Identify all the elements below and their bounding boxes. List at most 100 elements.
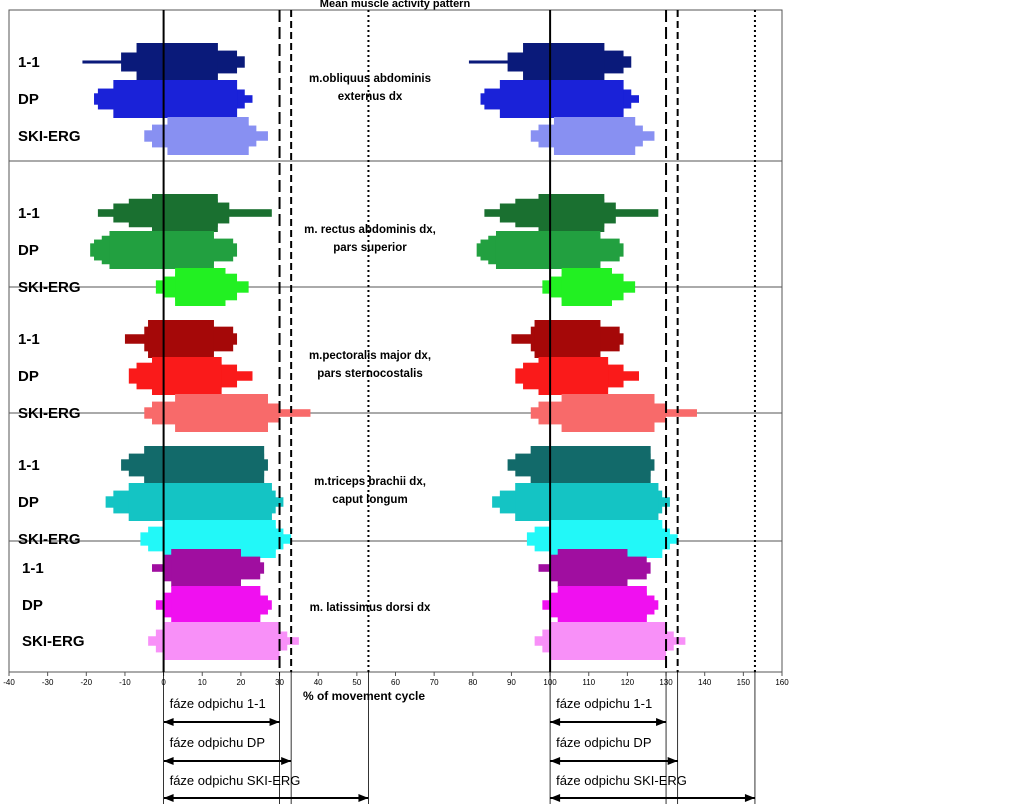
muscle-name-line1: m.triceps brachii dx, — [314, 476, 426, 488]
muscle-label-1: m.obliquus abdominis externus dx — [309, 73, 431, 103]
activity-bar-3-dp-c2-t5 — [538, 357, 609, 395]
x-tick-label-80: 80 — [468, 678, 477, 687]
activity-bar-2-1-1-c1-t6 — [152, 194, 218, 232]
x-tick-label-70: 70 — [430, 678, 439, 687]
phase-arrow-label-3: fáze odpichu 1-1 — [556, 696, 652, 711]
x-tick-label-60: 60 — [391, 678, 400, 687]
phase-arrowhead-right-4 — [667, 757, 678, 765]
phase-arrow-label-1: fáze odpichu DP — [170, 735, 265, 750]
muscle-name-line2: pars superior — [333, 242, 407, 254]
phase-arrowhead-left-4 — [550, 757, 561, 765]
activity-bar-2-dp-c1-t6 — [109, 231, 214, 269]
x-tick-label-120: 120 — [621, 678, 635, 687]
row-label-1-1: 1-1 — [18, 331, 40, 348]
row-label-1-1: 1-1 — [18, 54, 40, 71]
activity-bar-4-1-1-c1-t4 — [144, 446, 265, 484]
x-tick-label-150: 150 — [737, 678, 751, 687]
phase-arrow-label-4: fáze odpichu DP — [556, 735, 651, 750]
row-label-1-1: 1-1 — [18, 457, 40, 474]
activity-bar-2-ski-erg-c1-t5 — [175, 268, 226, 306]
phase-arrows-layer: fáze odpichu 1-1 fáze odpichu DP fáze odpi… — [163, 672, 756, 804]
phase-arrowhead-left-0 — [163, 718, 174, 726]
row-label-dp: DP — [18, 494, 39, 511]
activity-bar-5-1-1-c2-t5 — [557, 549, 628, 587]
bars-layer — [82, 43, 697, 660]
row-label-ski-erg: SKI-ERG — [18, 405, 81, 422]
activity-bar-3-1-1-c2-t5 — [534, 320, 601, 358]
muscle-name-line2: caput longum — [332, 494, 407, 506]
activity-bar-3-ski-erg-c1-t5 — [175, 394, 268, 432]
muscle-name-line1: m.obliquus abdominis — [309, 73, 431, 85]
muscle-name-line2: externus dx — [338, 91, 403, 103]
phase-arrow-label-2: fáze odpichu SKI-ERG — [170, 773, 301, 788]
row-label-dp: DP — [18, 368, 39, 385]
activity-bar-5-1-1-c1-t5 — [171, 549, 241, 587]
row-label-1-1: 1-1 — [18, 205, 40, 222]
labels-layer: 1-1 DP SKI-ERG m.obliquus abdominis externus… — [18, 54, 436, 650]
phase-arrowhead-left-1 — [163, 757, 174, 765]
activity-bar-2-1-1-c2-t6 — [538, 194, 605, 232]
row-label-ski-erg: SKI-ERG — [18, 279, 81, 296]
activity-bar-2-dp-c2-t6 — [495, 231, 601, 269]
phase-arrowhead-right-0 — [269, 718, 280, 726]
activity-bar-4-dp-c1-t5 — [128, 483, 272, 521]
row-label-ski-erg: SKI-ERG — [18, 531, 81, 548]
activity-bar-4-1-1-c2-t4 — [530, 446, 651, 484]
activity-bar-5-ski-erg-c1-t5 — [163, 622, 280, 660]
muscle-label-3: m.pectoralis major dx, pars sternocostali… — [309, 350, 431, 380]
activity-bar-1-ski-erg-c1-t5 — [167, 117, 249, 155]
muscle-name-line1: m. rectus abdominis dx, — [304, 224, 436, 236]
reference-lines-layer — [162, 10, 756, 672]
phase-arrowhead-right-5 — [744, 794, 755, 802]
activity-bar-1-dp-c2-t6 — [550, 80, 624, 118]
activity-bar-1-ski-erg-c2-t5 — [553, 117, 636, 155]
muscle-label-2: m. rectus abdominis dx, pars superior — [304, 224, 436, 254]
activity-bar-3-1-1-c1-t5 — [148, 320, 214, 358]
x-tick-label--40: -40 — [3, 678, 15, 687]
x-tick-label--20: -20 — [81, 678, 93, 687]
row-label-ski-erg: SKI-ERG — [22, 633, 85, 650]
x-tick-label--10: -10 — [119, 678, 131, 687]
muscle-name-line1: m. latissimus dorsi dx — [310, 602, 431, 614]
row-label-dp: DP — [18, 91, 39, 108]
phase-arrowhead-left-5 — [550, 794, 561, 802]
row-label-1-1: 1-1 — [22, 560, 44, 577]
activity-bar-5-dp-c1-t5 — [171, 586, 261, 624]
muscle-label-4: m.triceps brachii dx, caput longum — [314, 476, 426, 506]
x-tick-label-90: 90 — [507, 678, 516, 687]
activity-bar-1-dp-c1-t6 — [163, 80, 238, 118]
activity-bar-1-1-1-c2-t6 — [550, 43, 605, 81]
x-axis-label: % of movement cycle — [303, 689, 425, 703]
activity-bar-3-ski-erg-c2-t5 — [561, 394, 655, 432]
muscle-name-line2: pars sternocostalis — [317, 368, 422, 380]
phase-arrowhead-left-2 — [163, 794, 174, 802]
activity-bar-4-dp-c2-t5 — [515, 483, 659, 521]
x-tick-label-50: 50 — [352, 678, 361, 687]
activity-bar-5-dp-c2-t5 — [557, 586, 647, 624]
activity-bar-3-dp-c1-t5 — [152, 357, 222, 395]
phase-arrow-label-0: fáze odpichu 1-1 — [170, 696, 266, 711]
x-tick-label--30: -30 — [42, 678, 54, 687]
x-tick-label-160: 160 — [775, 678, 789, 687]
phase-arrow-label-5: fáze odpichu SKI-ERG — [556, 773, 687, 788]
activity-bar-5-ski-erg-c2-t5 — [550, 622, 667, 660]
activity-bar-2-ski-erg-c2-t5 — [561, 268, 612, 306]
x-tick-label-110: 110 — [582, 678, 595, 687]
x-tick-label-20: 20 — [236, 678, 245, 687]
phase-arrowhead-right-3 — [656, 718, 667, 726]
row-label-ski-erg: SKI-ERG — [18, 128, 81, 145]
phase-arrowhead-right-2 — [358, 794, 369, 802]
x-tick-label-40: 40 — [314, 678, 323, 687]
phase-arrowhead-left-3 — [550, 718, 561, 726]
row-label-dp: DP — [18, 242, 39, 259]
chart-title: Mean muscle activity pattern — [320, 0, 471, 10]
x-axis: -40-30-20-100102030405060708090100110120… — [3, 672, 789, 687]
muscle-label-5: m. latissimus dorsi dx — [310, 602, 431, 614]
row-label-dp: DP — [22, 597, 43, 614]
phase-arrowhead-right-1 — [281, 757, 292, 765]
x-tick-label-10: 10 — [198, 678, 207, 687]
x-tick-label-140: 140 — [698, 678, 712, 687]
muscle-name-line1: m.pectoralis major dx, — [309, 350, 431, 362]
activity-bar-1-1-1-c1-t6 — [163, 43, 218, 81]
